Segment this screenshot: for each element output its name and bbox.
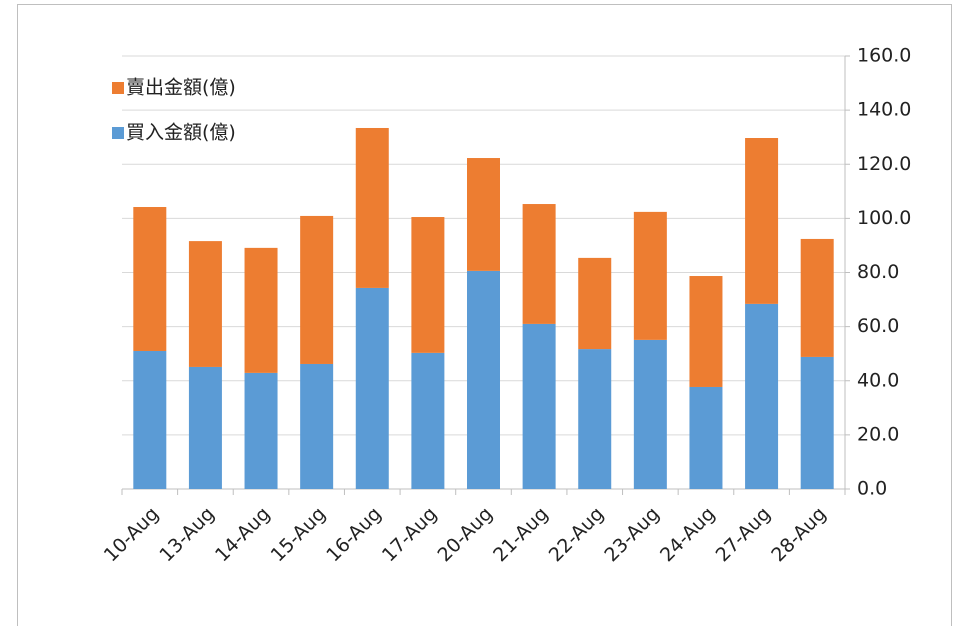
bar-segment	[411, 217, 445, 353]
bar-segment	[133, 207, 167, 351]
y-tick-label: 20.0	[857, 423, 899, 445]
bar-segment	[800, 356, 834, 489]
bar-segment	[188, 366, 222, 489]
legend-swatch	[112, 82, 124, 94]
bar-segment	[300, 363, 334, 489]
bar-segment	[745, 137, 779, 304]
bar-segment	[188, 241, 222, 367]
bar-segment	[522, 323, 556, 489]
bar-segment	[689, 276, 723, 387]
bar-segment	[244, 372, 278, 489]
bar-segment	[578, 257, 612, 350]
bar-segment	[633, 339, 667, 489]
y-tick-label: 80.0	[857, 261, 899, 283]
bar-segment	[578, 349, 612, 489]
y-tick-label: 60.0	[857, 315, 899, 337]
bar-segment	[800, 238, 834, 357]
bar-segment	[522, 204, 556, 324]
y-tick-label: 120.0	[857, 153, 911, 175]
y-tick-label: 0.0	[857, 478, 887, 500]
bar-segment	[355, 287, 389, 489]
bar-segment	[300, 215, 334, 364]
bar-segment	[745, 303, 779, 489]
y-tick-label: 140.0	[857, 99, 911, 121]
legend-label: 賣出金額(億)	[126, 77, 236, 99]
bar-segment	[467, 270, 500, 489]
y-tick-label: 160.0	[857, 45, 911, 67]
bar-segment	[689, 386, 723, 489]
bar-segment	[633, 211, 667, 340]
bar-segment	[355, 127, 389, 288]
bar-segment	[244, 247, 278, 373]
y-tick-label: 40.0	[857, 369, 899, 391]
y-tick-label: 100.0	[857, 207, 911, 229]
bar-segment	[411, 352, 445, 489]
bar-segment	[467, 158, 500, 271]
bar-segment	[133, 350, 167, 489]
legend-label: 買入金額(億)	[126, 122, 236, 144]
legend-swatch	[112, 127, 124, 139]
